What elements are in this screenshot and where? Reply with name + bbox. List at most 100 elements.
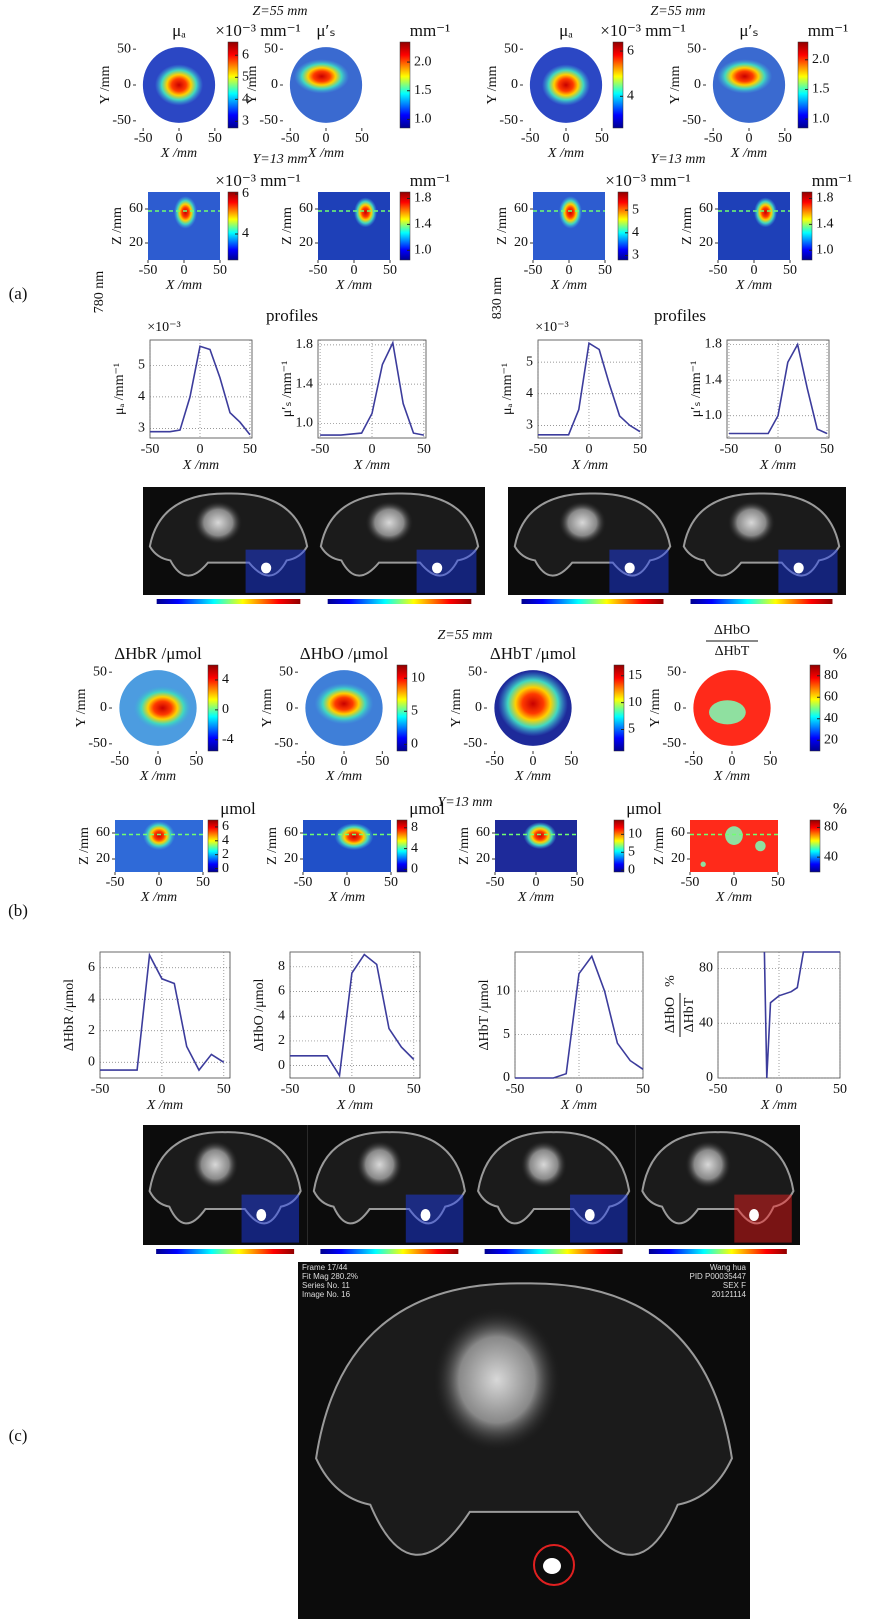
- colorbar-tick-label: 4: [627, 89, 634, 104]
- mri-colorbar: [690, 599, 833, 604]
- x-axis-label: X /mm: [146, 1098, 183, 1113]
- mri-lesion: [431, 562, 443, 574]
- y-axis-label: Z /mm: [652, 827, 667, 865]
- heatmap-hotspot: [133, 685, 193, 731]
- x-tick-label: 0: [775, 442, 782, 457]
- mri-lesion: [793, 562, 804, 574]
- y-tick-label: 4: [278, 1008, 285, 1023]
- y-tick-label: 60: [671, 825, 685, 840]
- colorbar: [613, 819, 625, 873]
- colorbar: [399, 41, 411, 129]
- y-tick-label: 0: [124, 77, 131, 92]
- mri-lesion: [584, 1209, 595, 1221]
- mri-image: [143, 1125, 308, 1245]
- image-info: Wang hua: [710, 1263, 747, 1272]
- map-title: μₐ: [172, 21, 186, 40]
- x-tick-label: -50: [681, 875, 700, 890]
- y-tick-label: 4: [526, 386, 533, 401]
- x-axis-label: X /mm: [550, 278, 587, 293]
- colorbar-unit: %: [833, 799, 847, 818]
- map-title: μₐ: [559, 21, 573, 40]
- heatmap-hotspot: [541, 64, 591, 106]
- mri-overlay: [245, 549, 306, 593]
- mri-lesion: [624, 562, 635, 574]
- x-tick-label: 50: [407, 1082, 421, 1097]
- heatmap-hotspot: [498, 671, 568, 737]
- x-tick-label: 0: [176, 131, 183, 146]
- colorbar: [207, 819, 219, 873]
- y-tick-label: 0: [271, 77, 278, 92]
- x-tick-label: 50: [189, 754, 203, 769]
- colorbar-tick-label: 6: [222, 819, 229, 834]
- section-title: Z=55 mm: [651, 4, 706, 19]
- x-tick-label: -50: [720, 442, 739, 457]
- axis-exponent: ×10⁻³: [535, 320, 568, 335]
- y-tick-label: -50: [274, 736, 293, 751]
- y-axis-label: Y /mm: [74, 689, 89, 728]
- colorbar-tick-label: 2.0: [812, 52, 830, 67]
- colorbar-tick-label: 6: [627, 43, 634, 58]
- mri-colorbar: [156, 599, 301, 604]
- x-tick-label: 0: [351, 263, 358, 278]
- x-tick-label: -50: [134, 131, 153, 146]
- profile-line: [763, 951, 840, 1079]
- y-tick-label: 2: [278, 1033, 285, 1048]
- colorbar-tick-label: -4: [222, 732, 234, 747]
- profile-line: [100, 952, 225, 1072]
- x-tick-label: 50: [820, 442, 834, 457]
- mri-lesion: [420, 1209, 431, 1221]
- colorbar-tick-label: 10: [628, 827, 642, 842]
- mri-heart: [558, 501, 607, 545]
- x-axis-label: X /mm: [571, 458, 608, 473]
- heatmap-hotspot: [173, 196, 197, 229]
- label-denominator: ΔHbT: [682, 997, 697, 1032]
- mri-colorbar: [484, 1249, 623, 1254]
- y-tick-label: 60: [96, 825, 110, 840]
- y-tick-label: 1.8: [705, 337, 723, 352]
- mri-image: [307, 1125, 472, 1245]
- y-tick-label: 0: [88, 1054, 95, 1069]
- x-tick-label: 0: [369, 442, 376, 457]
- colorbar: [612, 41, 624, 129]
- colorbar-tick-label: 10: [411, 670, 425, 685]
- x-axis-label: X /mm: [335, 278, 372, 293]
- mri-overlay: [416, 549, 477, 593]
- x-tick-label: 0: [585, 442, 592, 457]
- x-tick-label: -50: [684, 754, 703, 769]
- mri-heart: [356, 1140, 403, 1189]
- y-tick-label: 1.4: [705, 372, 723, 387]
- colorbar-tick-label: 80: [824, 820, 838, 835]
- colorbar-tick-label: 1.0: [414, 112, 432, 127]
- y-axis-label: Y /mm: [260, 689, 275, 728]
- image-info: Series No. 11: [302, 1281, 350, 1290]
- heatmap-hotspot: [354, 197, 378, 228]
- plot-area: [289, 951, 421, 1079]
- colorbar-unit: μmol: [409, 799, 445, 818]
- profile-line: [515, 954, 644, 1079]
- x-tick-label: 0: [751, 263, 758, 278]
- heatmap-hotspot: [725, 826, 743, 845]
- x-tick-label: 0: [746, 131, 753, 146]
- y-axis-label: μ′ₛ /mm⁻¹: [280, 361, 295, 418]
- y-tick-label: 0: [706, 1070, 713, 1085]
- x-tick-label: -50: [281, 1082, 300, 1097]
- x-tick-label: -50: [139, 263, 158, 278]
- colorbar: [396, 819, 408, 873]
- x-tick-label: 0: [348, 1082, 355, 1097]
- x-tick-label: -50: [704, 131, 723, 146]
- mri-overlay: [570, 1194, 628, 1243]
- mri-heart: [433, 1308, 561, 1452]
- y-tick-label: 50: [468, 664, 482, 679]
- x-tick-label: 50: [783, 263, 797, 278]
- x-tick-label: -50: [521, 131, 540, 146]
- colorbar: [399, 191, 411, 261]
- colorbar-tick-label: 80: [824, 668, 838, 683]
- x-tick-label: -50: [486, 875, 505, 890]
- y-tick-label: 0: [286, 700, 293, 715]
- map-title: ΔHbT /μmol: [490, 644, 577, 663]
- y-tick-label: -50: [662, 736, 681, 751]
- colorbar-tick-label: 4: [222, 672, 229, 687]
- heatmap-hotspot: [717, 59, 773, 94]
- colorbar-tick-label: 2.0: [414, 54, 432, 69]
